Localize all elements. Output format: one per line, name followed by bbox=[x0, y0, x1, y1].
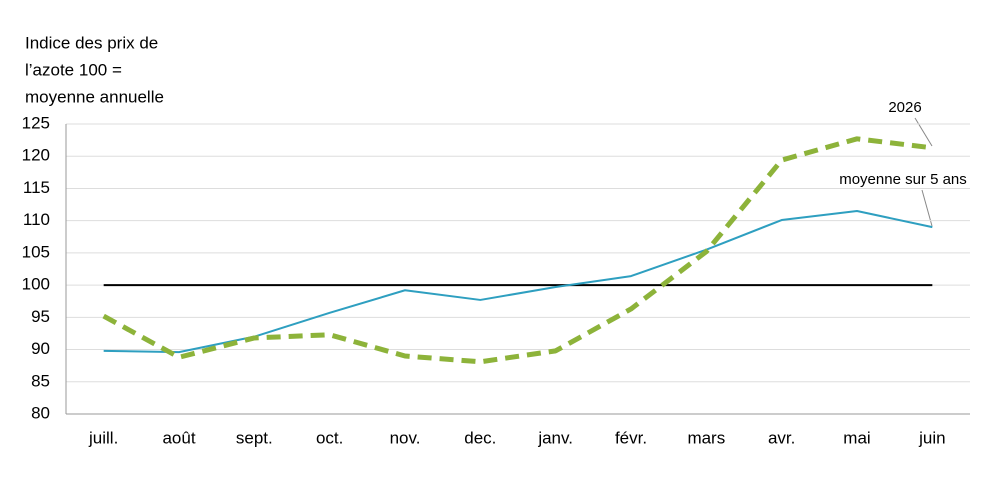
y-tick-label: 90 bbox=[31, 339, 50, 358]
x-tick-label: juill. bbox=[88, 428, 118, 447]
x-tick-label: janv. bbox=[537, 428, 573, 447]
y-tick-label: 85 bbox=[31, 371, 50, 390]
y-tick-label: 120 bbox=[22, 146, 50, 165]
x-tick-label: juin bbox=[918, 428, 945, 447]
y-tick-label: 95 bbox=[31, 307, 50, 326]
y-axis-label: moyenne annuelle bbox=[25, 87, 164, 106]
x-tick-label: nov. bbox=[390, 428, 421, 447]
x-tick-label: mai bbox=[843, 428, 870, 447]
x-tick-label: sept. bbox=[236, 428, 273, 447]
x-tick-label: mars bbox=[687, 428, 725, 447]
series-annotation: 2026 bbox=[888, 99, 921, 116]
series-line bbox=[102, 136, 933, 365]
x-tick-label: avr. bbox=[768, 428, 795, 447]
y-tick-label: 105 bbox=[22, 242, 50, 261]
y-tick-label: 80 bbox=[31, 403, 50, 422]
series-annotation: moyenne sur 5 ans bbox=[839, 171, 967, 188]
y-tick-label: 115 bbox=[23, 178, 50, 197]
x-tick-label: août bbox=[162, 428, 195, 447]
x-tick-label: févr. bbox=[615, 428, 647, 447]
y-axis-label: Indice des prix de bbox=[25, 33, 158, 52]
y-tick-label: 110 bbox=[23, 210, 50, 229]
y-tick-label: 100 bbox=[22, 275, 50, 294]
series-line bbox=[103, 210, 933, 354]
leader-line bbox=[914, 117, 933, 147]
leader-line bbox=[921, 189, 933, 227]
x-tick-label: dec. bbox=[464, 428, 496, 447]
y-tick-label: 125 bbox=[22, 113, 50, 132]
x-tick-label: oct. bbox=[316, 428, 343, 447]
y-axis-label: l’azote 100 = bbox=[25, 60, 122, 79]
